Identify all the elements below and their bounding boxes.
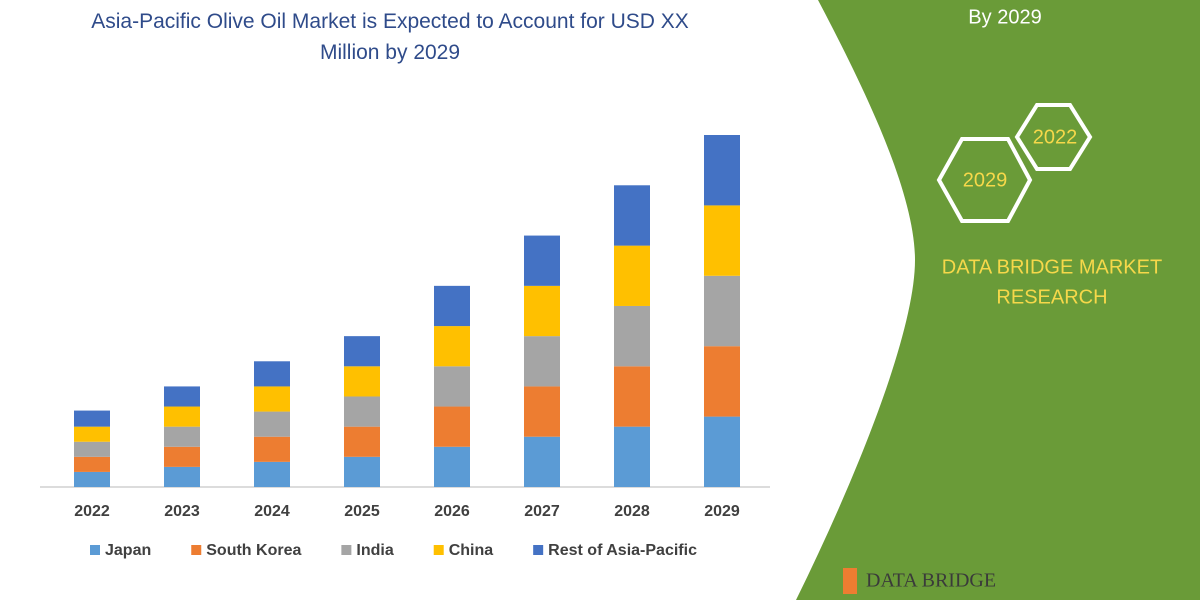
chart-title: Asia-Pacific Olive Oil Market is Expecte… [91,10,689,64]
x-tick-label: 2025 [344,503,380,520]
bar-segment [614,305,650,367]
legend-label: Rest of Asia-Pacific [548,542,697,559]
bar-segment [524,386,560,437]
bar-segment [254,361,290,387]
bar-segment [524,336,560,387]
bar-segment [254,411,290,437]
legend-swatch [433,545,444,555]
bar-segment [524,436,560,487]
bar-segment [254,436,290,462]
badge: 2029 [963,169,1008,191]
bar-segment [344,396,380,427]
bar-segment [164,426,200,447]
x-tick-label: 2028 [614,503,650,520]
bar-segment [434,446,470,487]
bar-segment [524,235,560,286]
bar-segment [614,185,650,246]
brand-text: DATA BRIDGE MARKET [942,256,1162,278]
bar-segment [164,446,200,467]
logo-icon [843,568,857,594]
hexagon [936,137,1033,223]
legend-swatch [191,545,202,555]
bar-segment [74,471,110,487]
bar-segment [434,285,470,327]
bar-segment [74,426,110,442]
bar-segment [434,406,470,447]
bar-segment [164,386,200,407]
badge: 2022 [1033,126,1078,148]
bar-segment [74,410,110,427]
bar-segment [74,441,110,457]
bar-segment [434,326,470,367]
logo-text: DATA BRIDGE [866,570,996,592]
side-heading: By 2029 [968,6,1041,28]
bar-segment [344,426,380,457]
x-tick-label: 2029 [704,503,740,520]
x-tick-label: 2022 [74,503,110,520]
bar-segment [614,426,650,487]
bar-segment [614,245,650,306]
bar-segment [254,386,290,412]
bar-segment [704,205,740,276]
legend-label: South Korea [206,542,301,559]
bar-segment [704,416,740,487]
x-tick-label: 2026 [434,503,470,520]
legend-swatch [90,545,100,555]
legend-swatch [533,545,544,555]
legend-swatch [341,545,352,555]
brand-text: RESEARCH [996,286,1107,308]
hexagon [1014,103,1093,171]
x-tick-label: 2024 [254,503,290,520]
side-panel-bg [796,0,1200,600]
legend-label: China [449,542,494,559]
bar-segment [254,461,290,487]
x-tick-label: 2027 [524,503,560,520]
x-tick-label: 2023 [164,503,200,520]
bar-segment [344,366,380,397]
bar-segment [704,275,740,347]
legend-label: India [356,542,393,559]
bar-segment [74,456,110,472]
bar-segment [614,366,650,427]
legend-label: Japan [105,542,151,559]
bar-segment [164,466,200,487]
bar-segment [164,406,200,427]
bar-segment [344,456,380,487]
bar-segment [704,346,740,417]
bar-segment [524,285,560,337]
bar-segment [434,366,470,407]
bar-segment [344,336,380,367]
bar-segment [704,135,740,206]
